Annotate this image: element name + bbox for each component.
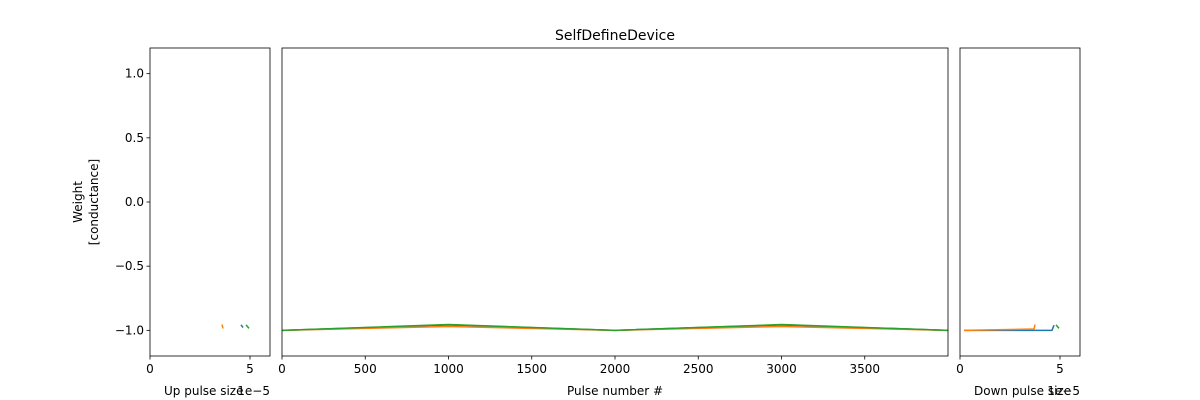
up_pulse-y-axis-label: Weight — [71, 181, 85, 223]
pulse_trace-x-tick-label: 3500 — [849, 362, 880, 376]
up_pulse-x-axis-label: Up pulse size — [164, 384, 244, 398]
pulse_trace-axes-frame — [281, 47, 949, 357]
pulse_trace-series-line-2 — [281, 323, 949, 332]
up_pulse-series-line-1 — [221, 324, 224, 329]
down_pulse-axes-frame — [959, 47, 1081, 357]
up_pulse-y-tick-label: −0.5 — [115, 259, 144, 273]
pulse_trace-x-tick-label: 3000 — [766, 362, 797, 376]
down_pulse-x-tick-label: 0 — [956, 362, 964, 376]
pulse_trace-x-tick-label: 2000 — [600, 362, 631, 376]
pulse_trace-x-axis-label: Pulse number # — [567, 384, 663, 398]
up_pulse-x-offset-label: 1e−5 — [237, 384, 270, 398]
up_pulse-y-tick-label: −1.0 — [115, 323, 144, 337]
down_pulse-series-line-2 — [1055, 324, 1060, 329]
pulse_trace-x-tick-label: 1500 — [516, 362, 547, 376]
pulse_trace-x-tick-label: 0 — [278, 362, 286, 376]
up_pulse-y-tick-label: 0.5 — [125, 131, 144, 145]
down_pulse-x-offset-label: 1e−5 — [1047, 384, 1080, 398]
up_pulse-y-tick-label: 0.0 — [125, 195, 144, 209]
down_pulse-series-line-1 — [963, 324, 1036, 332]
pulse-trace-panel: 0 500 1000 1500 2000 2500 3000 3500 Pulse number… — [278, 47, 949, 398]
pulse_trace-x-tick-label: 1000 — [433, 362, 464, 376]
up_pulse-x-tick-label: 0 — [146, 362, 154, 376]
up_pulse-series-line-0 — [240, 324, 244, 328]
up_pulse-axes-frame — [149, 47, 271, 357]
up_pulse-y-tick-label: 1.0 — [125, 67, 144, 81]
up_pulse-x-tick-label: 5 — [246, 362, 254, 376]
pulse_trace-x-tick-label: 500 — [354, 362, 377, 376]
down_pulse-x-tick-label: 5 — [1056, 362, 1064, 376]
chart-title: SelfDefineDevice — [555, 28, 675, 44]
down_pulse-x-axis-label: Down pulse size — [974, 384, 1071, 398]
up_pulse-y-axis-label: [conductance] — [87, 159, 101, 245]
up_pulse-series-line-2 — [245, 324, 250, 329]
pulse_trace-x-tick-label: 2500 — [683, 362, 714, 376]
